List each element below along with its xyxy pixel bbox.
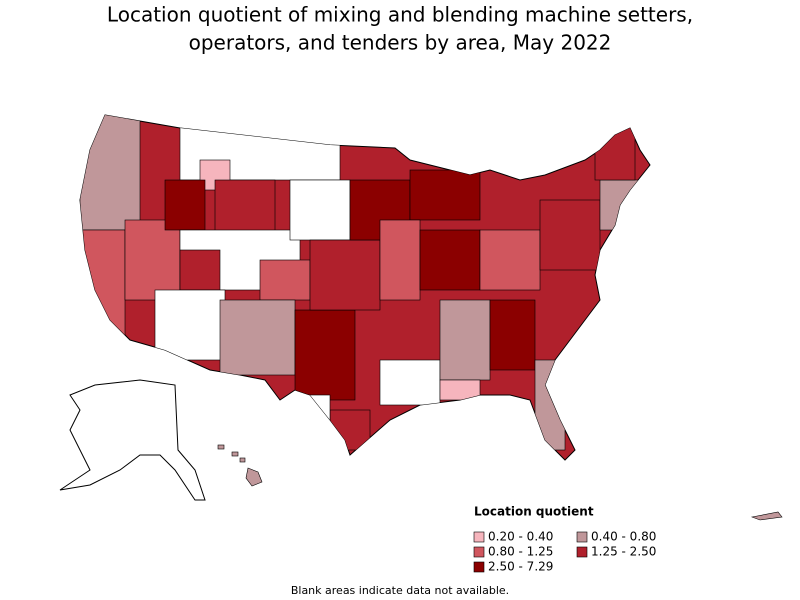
title-line: operators, and tenders by area, May 2022 <box>189 31 612 55</box>
legend-label: 0.80 - 1.25 <box>488 545 553 559</box>
legend-swatch <box>473 561 485 573</box>
legend-label: 2.50 - 7.29 <box>488 560 553 574</box>
legend-label: 0.20 - 0.40 <box>488 530 553 544</box>
map-alaska <box>59 379 206 501</box>
legend-label: 1.25 - 2.50 <box>591 545 656 559</box>
legend-title: Location quotient <box>474 505 594 519</box>
map-puerto-rico <box>750 511 783 521</box>
legend-swatch <box>473 531 485 543</box>
legend-swatch <box>576 546 588 558</box>
legend-swatch <box>473 546 485 558</box>
legend-label: 0.40 - 0.80 <box>591 530 656 544</box>
legend-swatch <box>576 531 588 543</box>
legend: Location quotient 0.20 - 0.40 0.40 - 0.80… <box>473 505 656 574</box>
footnote: Blank areas indicate data not available. <box>291 584 509 597</box>
title-line: Location quotient of mixing and blending… <box>107 3 693 27</box>
map-hawaii <box>217 444 263 487</box>
